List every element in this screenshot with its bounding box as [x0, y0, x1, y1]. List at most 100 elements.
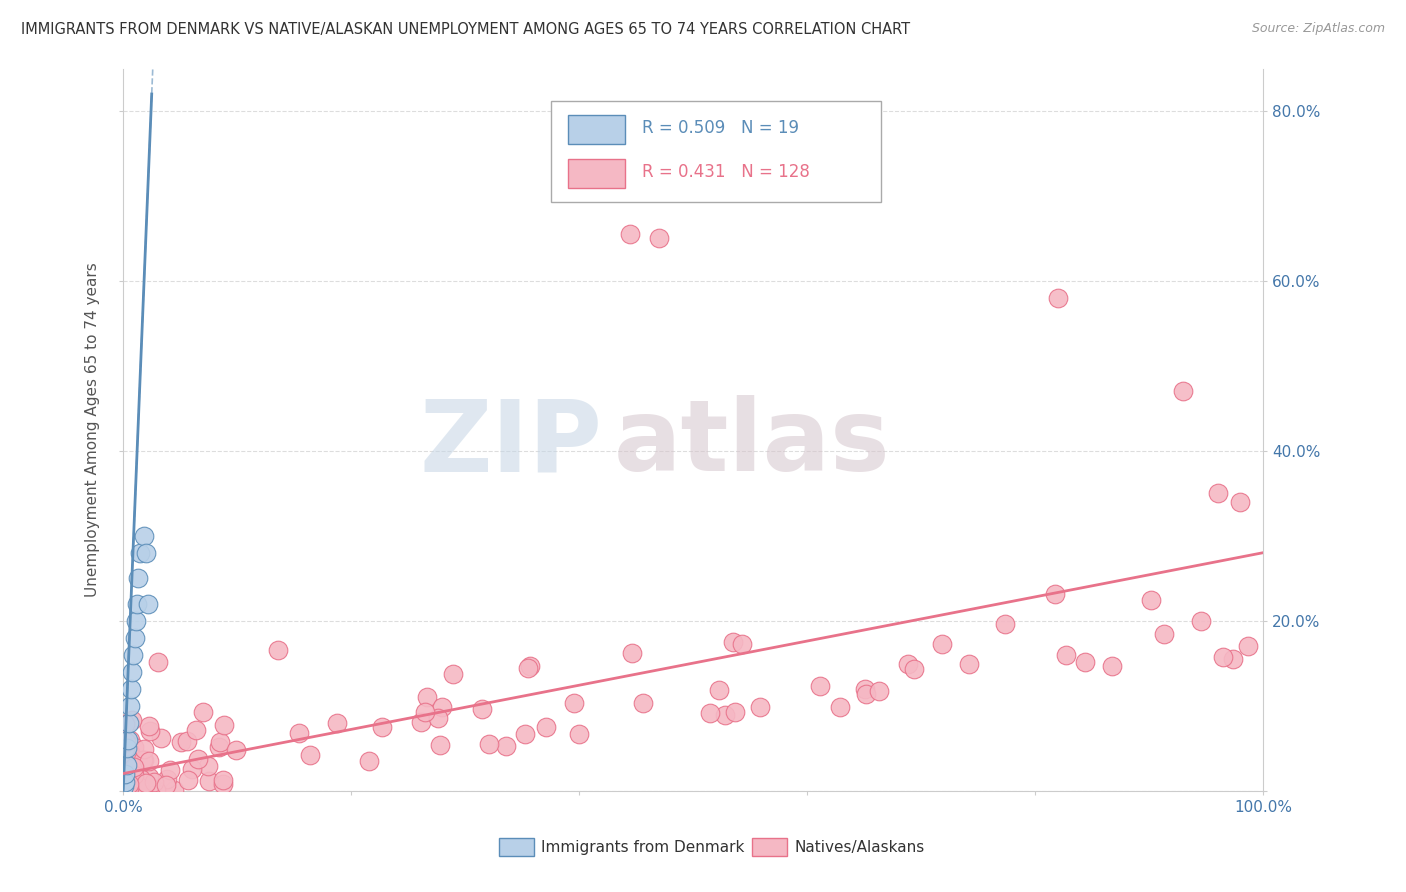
Point	[169, 735, 191, 749]
Point	[134, 741, 156, 756]
Point	[122, 762, 145, 776]
Text: Immigrants from Denmark: Immigrants from Denmark	[541, 840, 745, 855]
Point	[132, 529, 155, 543]
Point	[441, 667, 464, 681]
Point	[114, 766, 136, 780]
Point	[621, 646, 644, 660]
Point	[1189, 614, 1212, 628]
Point	[513, 727, 536, 741]
Point	[1229, 494, 1251, 508]
Point	[855, 687, 877, 701]
Y-axis label: Unemployment Among Ages 65 to 74 years: Unemployment Among Ages 65 to 74 years	[86, 262, 100, 597]
Point	[125, 769, 148, 783]
Point	[125, 614, 148, 628]
Point	[117, 760, 139, 774]
Point	[122, 739, 145, 754]
Point	[211, 773, 233, 788]
Point	[138, 781, 160, 796]
Point	[132, 753, 155, 767]
Point	[139, 780, 162, 794]
Point	[129, 546, 152, 560]
Point	[212, 777, 235, 791]
Point	[897, 657, 920, 671]
Point	[619, 227, 641, 242]
Point	[135, 776, 157, 790]
Point	[853, 681, 876, 696]
Point	[138, 754, 160, 768]
Point	[114, 775, 136, 789]
Point	[724, 705, 747, 719]
Text: atlas: atlas	[613, 395, 890, 492]
Point	[177, 772, 200, 787]
Point	[426, 710, 449, 724]
Point	[148, 655, 170, 669]
Point	[114, 779, 136, 793]
Point	[534, 720, 557, 734]
Point	[118, 745, 141, 759]
Point	[138, 771, 160, 785]
Point	[187, 752, 209, 766]
Point	[415, 705, 437, 719]
Point	[117, 755, 139, 769]
Point	[115, 782, 138, 797]
Point	[131, 754, 153, 768]
Point	[288, 726, 311, 740]
Point	[118, 777, 141, 791]
Point	[1046, 291, 1069, 305]
Point	[149, 731, 172, 745]
Point	[134, 781, 156, 796]
Point	[163, 782, 186, 797]
Point	[519, 659, 541, 673]
Point	[209, 735, 232, 749]
Point	[994, 616, 1017, 631]
Text: ZIP: ZIP	[419, 395, 602, 492]
Point	[749, 700, 772, 714]
Point	[128, 770, 150, 784]
Point	[135, 546, 157, 560]
Point	[138, 719, 160, 733]
Point	[409, 714, 432, 729]
Point	[117, 747, 139, 761]
Point	[903, 662, 925, 676]
Point	[699, 706, 721, 720]
Point	[143, 775, 166, 789]
Point	[124, 760, 146, 774]
Point	[416, 690, 439, 705]
Point	[808, 679, 831, 693]
Point	[125, 781, 148, 796]
Point	[118, 781, 141, 796]
Point	[128, 780, 150, 794]
Point	[197, 759, 219, 773]
Point	[357, 754, 380, 768]
Point	[1206, 486, 1229, 500]
Point	[139, 724, 162, 739]
Point	[114, 717, 136, 731]
Point	[145, 782, 167, 797]
Point	[1153, 626, 1175, 640]
Point	[115, 767, 138, 781]
Point	[371, 720, 394, 734]
Point	[429, 738, 451, 752]
Point	[1101, 659, 1123, 673]
Point	[122, 780, 145, 794]
Point	[112, 779, 135, 793]
Point	[1054, 648, 1077, 663]
Point	[830, 700, 852, 714]
Point	[117, 732, 139, 747]
Point	[122, 768, 145, 782]
Bar	[568, 159, 624, 187]
Point	[1222, 651, 1244, 665]
Point	[1043, 587, 1066, 601]
Text: R = 0.431   N = 128: R = 0.431 N = 128	[643, 162, 810, 181]
Point	[114, 741, 136, 756]
Point	[208, 739, 231, 754]
Point	[731, 638, 754, 652]
Point	[117, 773, 139, 788]
Point	[176, 734, 198, 748]
FancyBboxPatch shape	[551, 101, 882, 202]
Point	[129, 772, 152, 787]
Text: R = 0.509   N = 19: R = 0.509 N = 19	[643, 120, 799, 137]
Point	[115, 741, 138, 756]
Point	[267, 642, 290, 657]
Point	[567, 727, 589, 741]
